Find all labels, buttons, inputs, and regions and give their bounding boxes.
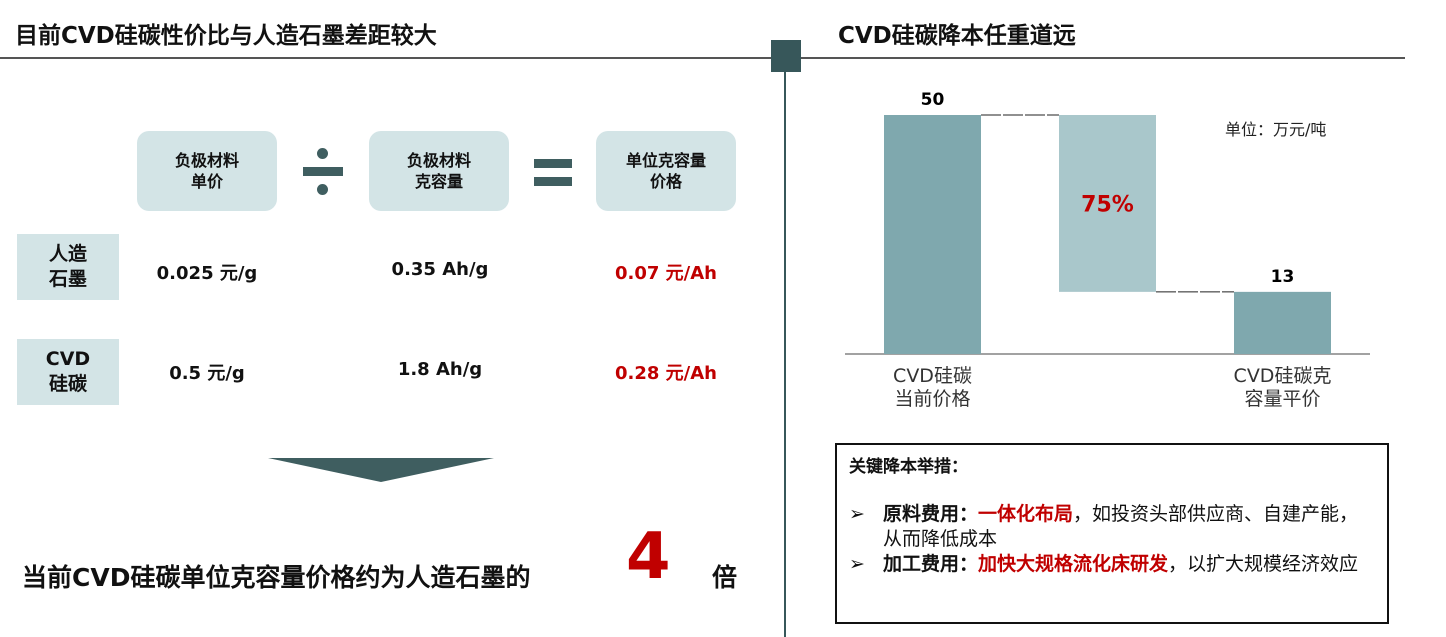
measures-title: 关键降本举措： (849, 457, 968, 477)
equals-sign (534, 159, 572, 168)
cell: 1.8 Ah/g (397, 359, 483, 380)
header-box: 单位克容量 价格 (596, 131, 736, 211)
measure-detail: ，以扩大规模经济效应 (1168, 553, 1359, 575)
x-tick-label: CVD硅碳当前价格 (893, 365, 972, 410)
cell: 0.5 元/g (169, 363, 245, 384)
bar (884, 115, 981, 354)
header-box: 负极材料 单价 (137, 131, 277, 211)
measures-list: ➢ 原料费用：一体化布局，如投资头部供应商、自建产能，从而降低成本 ➢ 加工费用：加快… (837, 502, 1387, 577)
rule (0, 57, 782, 59)
down-arrow (268, 458, 494, 482)
measure-item: ➢ 加工费用：加快大规格流化床研发，以扩大规模经济效应 (849, 552, 1377, 577)
bar (1059, 115, 1156, 292)
divide-sign (303, 167, 343, 176)
cell: 0.28 元/Ah (615, 363, 717, 384)
divide-sign (317, 148, 328, 159)
x-tick-label: CVD硅碳克容量平价 (1234, 365, 1332, 410)
cell: 0.35 Ah/g (391, 259, 489, 280)
measure-label: 加工费用： (883, 553, 979, 575)
measure-highlight: 一体化布局 (978, 503, 1074, 525)
bullet: ➢ (849, 503, 865, 525)
conclusion-suffix: 倍 (712, 563, 738, 592)
measures-box: 关键降本举措： ➢ 原料费用：一体化布局，如投资头部供应商、自建产能，从而降低成本… (835, 443, 1389, 624)
measure-item: ➢ 原料费用：一体化布局，如投资头部供应商、自建产能，从而降低成本 (849, 502, 1377, 552)
header-box: 负极材料 克容量 (369, 131, 509, 211)
value-label: 50 (921, 90, 945, 110)
row-label: CVD 硅碳 (17, 339, 119, 405)
row-label: 人造 石墨 (17, 234, 119, 300)
cell: 0.07 元/Ah (615, 263, 717, 284)
measure-text: 原料费用：一体化布局，如投资头部供应商、自建产能，从而降低成本 (883, 502, 1377, 552)
measure-highlight: 加快大规格流化床研发 (978, 553, 1169, 575)
multiple: 4 (626, 520, 671, 594)
divide-sign (317, 184, 328, 195)
cell: 0.025 元/g (156, 263, 258, 284)
bar (1234, 291, 1331, 354)
unit-label: 单位：万元/吨 (1225, 120, 1326, 139)
annotation: 75% (1081, 192, 1134, 217)
measure-label: 原料费用： (883, 503, 979, 525)
marker (771, 40, 801, 72)
left-title: 目前CVD硅碳性价比与人造石墨差距较大 (15, 23, 437, 49)
divider (784, 72, 786, 637)
value-label: 13 (1271, 267, 1295, 287)
conclusion: 当前CVD硅碳单位克容量价格约为人造石墨的 (22, 563, 531, 592)
measure-detail: ，如投资头部供应商、自建产能，从而降低成本 (883, 503, 1359, 550)
equals-sign (534, 177, 572, 186)
chart-title: CVD硅碳降本任重道远 (838, 23, 1076, 49)
rule (800, 57, 1405, 59)
measure-text: 加工费用：加快大规格流化床研发，以扩大规模经济效应 (883, 552, 1358, 577)
bullet: ➢ (849, 553, 865, 575)
